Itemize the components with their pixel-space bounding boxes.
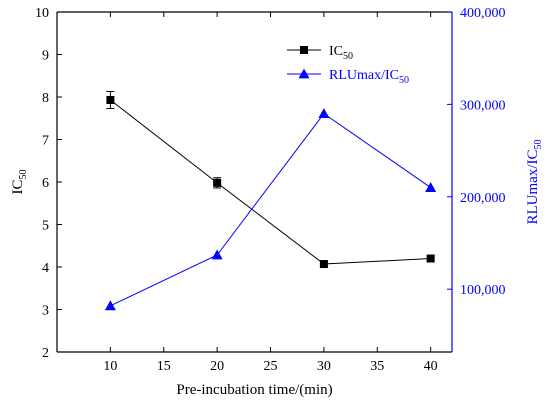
legend-label: RLUmax/IC50 <box>329 68 409 86</box>
y-left-axis-title-sub: 50 <box>18 170 29 180</box>
x-tick-label: 20 <box>210 359 224 374</box>
legend-marker-square <box>300 46 308 54</box>
data-point-triangle <box>104 300 116 311</box>
y-left-tick-label: 8 <box>42 91 49 106</box>
data-point-triangle <box>211 249 223 260</box>
y-right-tick-label: 100,000 <box>460 283 506 298</box>
legend-label: IC50 <box>329 44 353 62</box>
legend-label-sub: 50 <box>343 51 353 62</box>
y-right-tick-label: 200,000 <box>460 191 506 206</box>
y-right-axis-title-main: RLUmax/IC <box>525 150 541 225</box>
y-left-tick-label: 5 <box>42 219 49 234</box>
series-line-triangle <box>110 112 431 307</box>
y-right-axis-title: RLUmax/IC50 <box>525 140 544 225</box>
y-left-axis-title: IC50 <box>10 170 29 195</box>
data-point-square <box>213 178 222 187</box>
x-tick-label: 15 <box>157 359 171 374</box>
x-tick-label: 25 <box>264 359 278 374</box>
y-right-axis-title-sub: 50 <box>533 140 544 150</box>
legend-label-main: IC <box>329 44 343 59</box>
y-left-tick-label: 2 <box>42 346 49 361</box>
legend-label-main: RLUmax/IC <box>329 68 399 83</box>
series-line-square <box>110 99 431 265</box>
data-point-square <box>426 254 435 263</box>
y-left-tick-label: 4 <box>42 261 49 276</box>
y-left-tick-label: 9 <box>42 49 49 64</box>
legend-label-sub: 50 <box>399 75 409 86</box>
y-right-tick-label: 400,000 <box>460 6 506 21</box>
y-left-tick-label: 10 <box>35 6 49 21</box>
x-tick-label: 10 <box>103 359 117 374</box>
x-axis-title: Pre-incubation time/(min) <box>176 382 332 398</box>
y-left-tick-label: 3 <box>42 304 49 319</box>
y-right-tick-label: 300,000 <box>460 98 506 113</box>
data-point-triangle <box>425 182 437 192</box>
y-left-tick-label: 6 <box>42 176 49 191</box>
data-point-square <box>319 260 328 269</box>
x-tick-label: 30 <box>317 359 331 374</box>
legend-marker-triangle <box>298 68 310 79</box>
y-left-axis-title-main: IC <box>10 180 26 195</box>
x-tick-label: 35 <box>370 359 384 374</box>
x-tick-label: 40 <box>424 359 438 374</box>
data-point-square <box>106 95 115 104</box>
data-point-triangle <box>318 108 330 119</box>
y-left-tick-label: 7 <box>42 134 49 149</box>
